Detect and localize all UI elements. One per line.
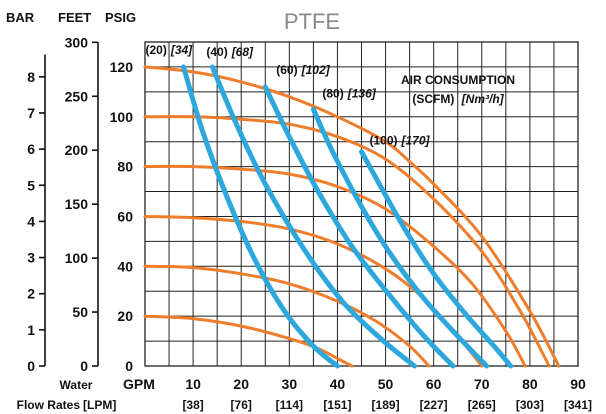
bar-tick-label: 5 [27,177,35,193]
gpm-tick-label: 50 [378,376,394,392]
head-curve [143,115,551,368]
air-curve-label: (80) [136] [322,86,376,100]
gpm-tick-label: 80 [522,376,538,392]
air-consumption-curves [181,64,514,369]
legend-subtitle: (SCFM) [Nm³/h] [412,92,504,106]
psig-axis-header: PSIG [105,10,136,25]
gpm-tick-label: 90 [570,376,586,392]
lpm-tick-label: [38] [182,398,203,412]
curve-labels: (20) [34] (40) [68] (60) [102] (80) [136] (100)[… [145,43,430,148]
air-consumption-curve [310,106,490,369]
bar-tick-label: 8 [27,69,35,85]
psig-tick-label: 100 [110,109,134,125]
lpm-label: [LPM] [83,398,116,412]
psig-tick-label: 20 [117,308,133,324]
psig-tick-label: 40 [117,258,133,274]
psig-tick-label: 80 [117,159,133,175]
air-curve-label: (20) [34] [145,43,193,57]
lpm-tick-label: [341] [564,398,592,412]
lpm-tick-label: [151] [323,398,351,412]
psig-tick-label: 0 [125,358,133,374]
air-curve-label-metric: [102] [301,63,331,77]
legend-subtitle-plain: (SCFM) [412,92,454,106]
air-consumption-curve [359,149,514,369]
lpm-tick-label: [227] [420,398,448,412]
air-curve-label-scfm: (80) [322,86,343,100]
air-curve-label-metric: [170] [401,134,431,148]
feet-tick-label: 100 [65,250,89,266]
legend-subtitle-metric: [Nm³/h] [461,92,505,106]
feet-tick-label: 150 [65,196,89,212]
gpm-tick-label: 20 [233,376,249,392]
lpm-tick-label: [189] [372,398,400,412]
feet-tick-label: 50 [72,304,88,320]
plot-frame [144,41,579,367]
head-curve [143,65,561,368]
air-consumption-curve [181,64,340,369]
lpm-tick-label: [303] [516,398,544,412]
gpm-tick-label: 60 [426,376,442,392]
gpm-label: GPM [123,376,155,392]
legend: AIR CONSUMPTION (SCFM) [Nm³/h] [401,73,515,106]
bar-tick-label: 0 [27,358,35,374]
x-axis-label-line2: Flow Rates [17,398,81,412]
bar-tick-label: 6 [27,141,35,157]
psig-tick-label: 120 [110,59,134,75]
feet-tick-label: 300 [65,34,89,50]
gpm-tick-label: 40 [330,376,346,392]
air-curve-label-metric: [136] [347,86,377,100]
air-curve-label-scfm: (60) [276,63,297,77]
air-consumption-curve [209,64,417,369]
bar-axis-header: BAR [6,10,35,25]
x-axis-label-line1: Water [60,378,93,392]
air-curve-label-metric: [68] [231,45,254,59]
air-curve-label: (60) [102] [276,63,330,77]
head-curve [143,314,354,368]
psig-tick-label: 60 [117,208,133,224]
head-curve [143,264,431,368]
bar-tick-label: 1 [27,322,35,338]
axes: 0 20 40 60 80 100 120 0 50 100 150 200 250 300 0 1 2 3 4 5 6… [27,34,592,412]
feet-tick-label: 200 [65,142,89,158]
air-curve-label: (40) [68] [206,45,254,59]
chart-title: PTFE [284,9,340,34]
feet-tick-label: 250 [65,88,89,104]
bar-tick-label: 2 [27,286,35,302]
gpm-tick-label: 10 [185,376,201,392]
legend-title: AIR CONSUMPTION [401,73,515,87]
air-consumption-curve [262,84,456,369]
bar-tick-label: 4 [27,213,35,229]
air-curve-label-metric: [34] [170,43,193,57]
gpm-tick-label: 70 [474,376,490,392]
lpm-tick-label: [76] [231,398,252,412]
lpm-tick-label: [114] [276,398,303,412]
air-curve-label-scfm: (100) [370,134,398,148]
gpm-tick-label: 30 [282,376,298,392]
bar-tick-label: 3 [27,250,35,266]
air-curve-label-scfm: (40) [206,45,227,59]
feet-axis-header: FEET [58,10,91,25]
lpm-tick-label: [265] [468,398,496,412]
air-curve-label: (100) [170] [370,134,431,148]
air-curve-label-scfm: (20) [145,43,166,57]
bar-tick-label: 7 [27,105,35,121]
feet-tick-label: 0 [80,358,88,374]
